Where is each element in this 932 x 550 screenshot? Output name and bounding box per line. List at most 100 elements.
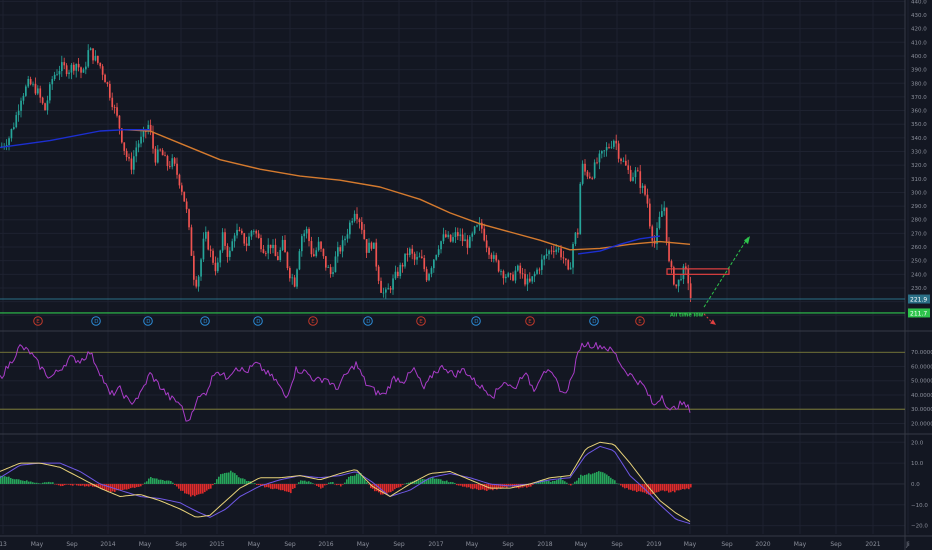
candle-body — [80, 67, 82, 73]
macd-histogram-bar — [138, 483, 140, 487]
macd-histogram-bar — [328, 482, 330, 484]
candle-body — [257, 233, 260, 238]
macd-histogram-bar — [388, 483, 390, 493]
candle-body — [577, 232, 579, 235]
macd-histogram-bar — [116, 483, 118, 491]
candle-body — [629, 169, 632, 181]
dividend-marker[interactable] — [589, 316, 599, 326]
candle-body — [178, 174, 181, 186]
price-tick-label: 390.0 — [911, 68, 927, 74]
macd-histogram-bar — [258, 483, 260, 485]
rsi-tick-label: 50.0000 — [911, 379, 932, 385]
macd-panel[interactable] — [0, 441, 905, 525]
macd-histogram-bar — [470, 483, 472, 489]
rsi-panel[interactable] — [0, 341, 905, 422]
macd-histogram-bar — [688, 483, 690, 490]
macd-histogram-bar — [630, 483, 632, 490]
dividend-marker[interactable] — [200, 316, 210, 326]
candle-body — [682, 266, 685, 280]
dividend-marker[interactable] — [471, 316, 481, 326]
macd-histogram-bar — [570, 483, 572, 486]
macd-histogram-bar — [282, 483, 284, 491]
macd-histogram-bar — [478, 483, 480, 491]
earnings-marker[interactable] — [635, 316, 645, 326]
candle-body — [154, 148, 157, 163]
macd-histogram-bar — [348, 476, 350, 484]
candle-body — [641, 185, 644, 188]
candle-body — [205, 231, 207, 239]
macd-tick-label: 20.0 — [911, 440, 924, 446]
macd-histogram-bar — [536, 482, 538, 484]
candle-body — [34, 83, 37, 94]
macd-histogram-bar — [494, 483, 496, 489]
dividend-marker[interactable] — [253, 316, 263, 326]
macd-histogram-bar — [68, 483, 70, 485]
macd-histogram-bar — [108, 483, 110, 491]
macd-histogram-bar — [554, 480, 556, 484]
candle-body — [531, 276, 534, 282]
candle-body — [673, 267, 675, 285]
macd-histogram-bar — [384, 483, 386, 494]
macd-histogram-bar — [474, 483, 476, 489]
candle-body — [689, 283, 692, 299]
candle-body — [507, 273, 510, 277]
macd-histogram-bar — [670, 483, 672, 493]
macd-histogram-bar — [340, 483, 342, 487]
candle-body — [15, 115, 18, 128]
candle-body — [267, 244, 270, 254]
macd-histogram-bar — [434, 478, 436, 484]
time-axis-label: Sep — [830, 541, 842, 548]
dividend-marker[interactable] — [363, 316, 373, 326]
candle-body — [526, 278, 529, 285]
candle-body — [541, 259, 543, 270]
candle-body — [145, 131, 147, 132]
candle-body — [413, 253, 416, 260]
time-axis-label: May — [139, 541, 152, 548]
candle-body — [212, 250, 214, 263]
macd-histogram-bar — [230, 470, 232, 484]
macd-histogram-bar — [574, 481, 576, 484]
price-tick-label: 340.0 — [911, 136, 927, 142]
candle-body — [353, 213, 356, 221]
candle-body — [418, 256, 421, 258]
candle-body — [337, 247, 339, 257]
price-tick-label: 380.0 — [911, 81, 927, 87]
candle-body — [473, 226, 476, 234]
rsi-tick-label: 60.0000 — [911, 364, 932, 370]
macd-histogram-bar — [206, 483, 208, 491]
macd-histogram-bar — [152, 478, 154, 484]
earnings-marker[interactable] — [525, 316, 535, 326]
candle-body — [584, 163, 586, 172]
dividend-marker[interactable] — [91, 316, 101, 326]
dividend-marker[interactable] — [143, 316, 153, 326]
time-axis-label: May — [794, 541, 807, 548]
candle-body — [382, 292, 385, 294]
macd-histogram-bar — [440, 479, 442, 484]
candle-body — [351, 220, 354, 223]
earnings-marker[interactable] — [416, 316, 426, 326]
candle-body — [466, 239, 469, 248]
resistance-zone — [666, 268, 730, 275]
macd-histogram-bar — [124, 483, 126, 490]
candle-body — [255, 230, 258, 234]
candle-body — [497, 260, 500, 272]
price-panel[interactable]: All time low — [0, 44, 905, 325]
macd-histogram-bar — [204, 483, 206, 493]
macd-histogram-bar — [344, 482, 346, 484]
macd-histogram-bar — [324, 483, 326, 486]
earnings-marker[interactable] — [308, 316, 318, 326]
candle-body — [449, 234, 452, 242]
candle-body — [358, 219, 361, 223]
candle-body — [411, 248, 414, 254]
macd-histogram-bar — [618, 483, 620, 485]
macd-histogram-bar — [456, 483, 458, 486]
macd-histogram-bar — [566, 482, 568, 484]
macd-histogram-bar — [182, 483, 184, 491]
bullish-projection-arrow — [703, 237, 749, 308]
candle-body — [591, 178, 594, 179]
rsi-tick-label: 40.0000 — [911, 393, 932, 399]
earnings-marker[interactable] — [33, 316, 43, 326]
candle-body — [241, 230, 243, 234]
